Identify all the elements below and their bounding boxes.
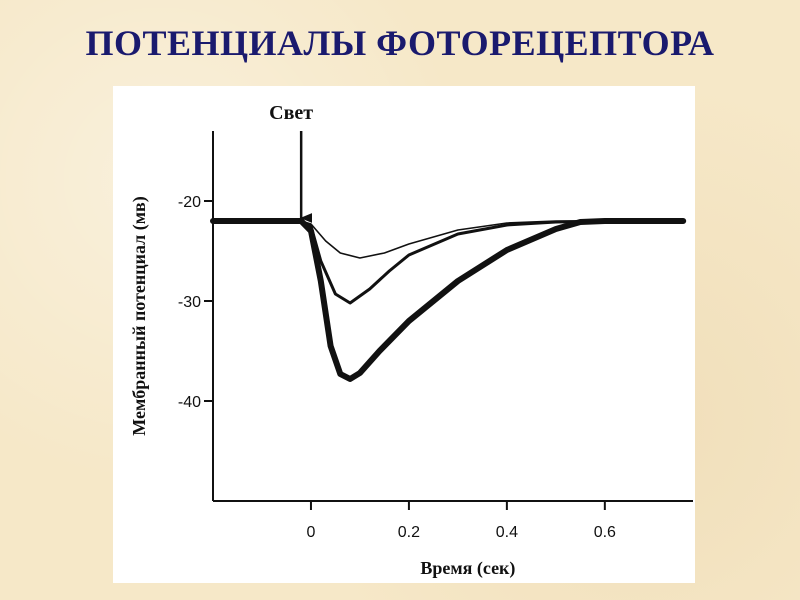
light-label: Свет bbox=[269, 102, 313, 124]
x-tick-label: 0.4 bbox=[496, 524, 518, 541]
y-tick-label: -20 bbox=[178, 194, 201, 211]
slide-title: ПОТЕНЦИАЛЫ ФОТОРЕЦЕПТОРА bbox=[85, 23, 715, 63]
photoreceptor-chart: -20 -30 -40 0 0.2 0.4 0.6 Свет Мембранный поте… bbox=[129, 102, 693, 579]
y-tick-label: -40 bbox=[178, 394, 201, 411]
series-line-thick bbox=[210, 218, 687, 382]
x-tick-label: 0 bbox=[307, 524, 316, 541]
series-group bbox=[210, 218, 687, 382]
figure-panel: -20 -30 -40 0 0.2 0.4 0.6 Свет Мембранный поте… bbox=[113, 86, 695, 583]
y-axis-title: Мембранный потенциал (мв) bbox=[129, 196, 150, 435]
x-tick-label: 0.6 bbox=[594, 524, 616, 541]
axes: -20 -30 -40 0 0.2 0.4 0.6 bbox=[178, 131, 693, 541]
y-tick-label: -30 bbox=[178, 294, 201, 311]
x-tick-label: 0.2 bbox=[398, 524, 420, 541]
annotation-group: Свет bbox=[269, 102, 313, 223]
x-axis-title: Время (сек) bbox=[420, 558, 515, 579]
